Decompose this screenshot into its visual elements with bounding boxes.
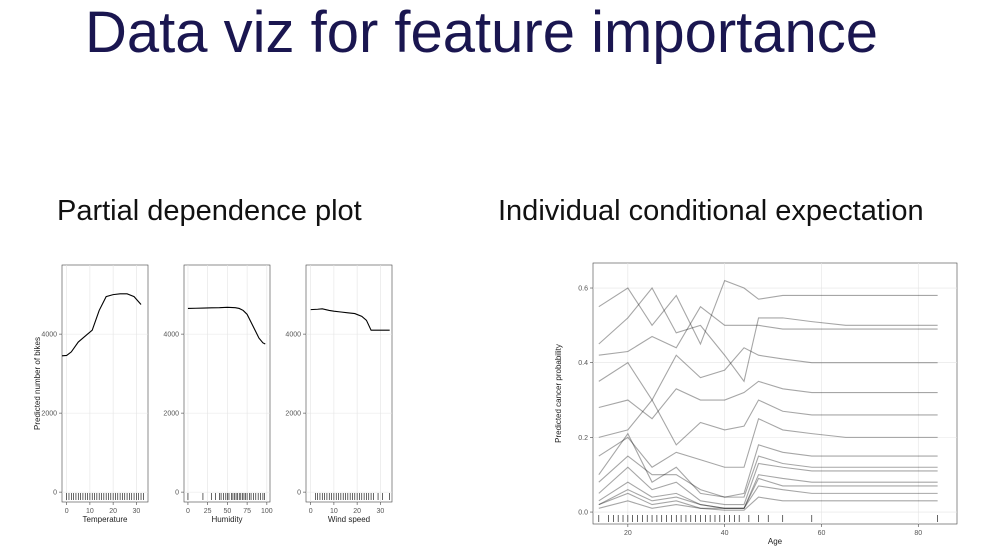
y-tick-label: 0.2: [578, 435, 588, 442]
data-line: [598, 417, 938, 468]
x-axis-label: Temperature: [83, 515, 128, 524]
data-line: [598, 496, 938, 511]
x-tick-label: 60: [818, 530, 826, 537]
data-line: [598, 485, 938, 509]
data-line: [598, 455, 938, 498]
x-axis-label: Age: [768, 537, 783, 546]
y-tick-label: 0.0: [578, 510, 588, 517]
data-line: [310, 308, 390, 331]
data-line: [598, 462, 938, 506]
x-tick-label: 25: [204, 508, 212, 515]
x-tick-label: 100: [261, 508, 273, 515]
x-tick-label: 50: [223, 508, 231, 515]
y-tick-label: 2000: [163, 411, 179, 418]
data-line: [598, 399, 938, 446]
y-axis-label: Predicted number of bikes: [33, 337, 42, 430]
slide-title: Data viz for feature importance: [85, 0, 878, 65]
x-tick-label: 30: [376, 508, 384, 515]
y-tick-label: 0.6: [578, 286, 588, 293]
x-tick-label: 0: [186, 508, 190, 515]
data-line: [598, 432, 938, 498]
x-tick-label: 75: [243, 508, 251, 515]
panel: [592, 262, 958, 525]
x-tick-label: 80: [914, 530, 922, 537]
panel: [183, 264, 271, 503]
section-heading: Individual conditional expectation: [498, 195, 924, 227]
x-tick-label: 0: [309, 508, 313, 515]
y-axis-label: Predicted cancer probability: [554, 344, 563, 443]
data-line: [598, 477, 938, 509]
y-tick-label: 2000: [41, 411, 57, 418]
x-tick-label: 20: [353, 508, 361, 515]
y-tick-label: 0: [297, 490, 301, 497]
y-tick-label: 0.4: [578, 360, 588, 367]
x-tick-label: 20: [624, 530, 632, 537]
x-axis-label: Humidity: [211, 515, 242, 524]
y-tick-label: 0: [175, 490, 179, 497]
panel: [61, 264, 149, 503]
y-tick-label: 0: [53, 490, 57, 497]
x-tick-label: 40: [721, 530, 729, 537]
x-tick-label: 10: [330, 508, 338, 515]
x-tick-label: 10: [86, 508, 94, 515]
x-tick-label: 30: [132, 508, 140, 515]
data-line: [598, 347, 938, 402]
y-tick-label: 4000: [285, 332, 301, 339]
data-line: [598, 305, 938, 356]
x-axis-label: Wind speed: [328, 515, 370, 524]
section-heading: Partial dependence plot: [57, 195, 362, 227]
data-line: [598, 287, 938, 383]
data-line: [598, 279, 938, 346]
data-line: [598, 380, 938, 420]
y-tick-label: 4000: [163, 332, 179, 339]
y-tick-label: 4000: [41, 332, 57, 339]
data-line: [61, 293, 142, 357]
data-line: [598, 474, 938, 509]
y-tick-label: 2000: [285, 411, 301, 418]
x-tick-label: 20: [109, 508, 117, 515]
data-line: [187, 306, 266, 345]
x-tick-label: 0: [65, 508, 69, 515]
panel: [305, 264, 393, 503]
